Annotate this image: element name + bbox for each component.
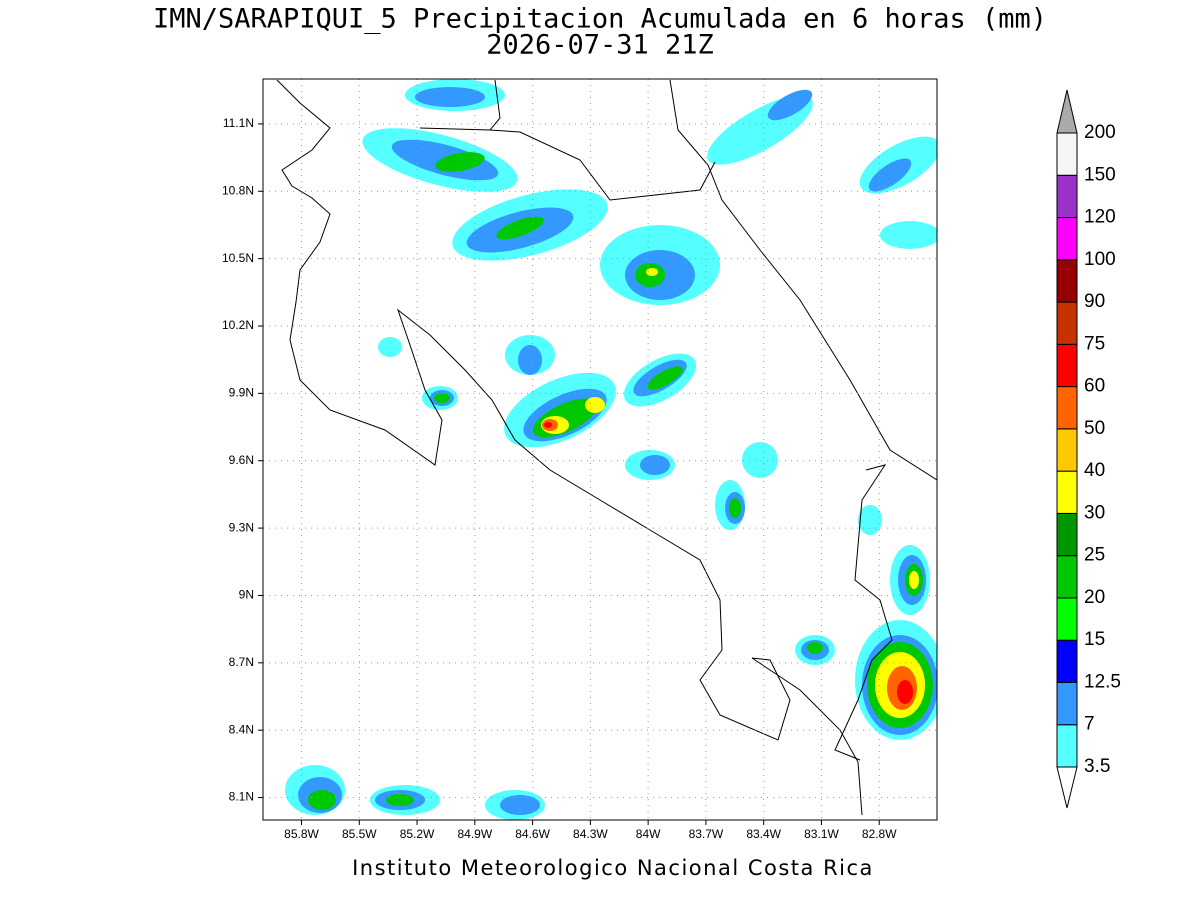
precipitation-field	[285, 79, 937, 820]
y-tick-label: 8.1N	[229, 790, 254, 804]
y-tick-label: 10.2N	[222, 318, 254, 332]
colorbar-label: 200	[1084, 122, 1116, 143]
colorbar-label: 90	[1084, 291, 1105, 312]
y-tick-label: 9.6N	[229, 453, 254, 467]
colorbar-segment	[1056, 174, 1078, 219]
x-tick-label: 85.2W	[400, 827, 435, 841]
x-tick-label: 84W	[636, 827, 661, 841]
colorbar-label: 60	[1084, 376, 1105, 397]
colorbar-segment	[1056, 555, 1078, 599]
colorbar-label: 12.5	[1084, 671, 1121, 692]
colorbar-over	[1056, 89, 1078, 134]
colorbar-label: 7	[1084, 714, 1095, 735]
colorbar-label: 100	[1084, 249, 1116, 270]
colorbar-segment	[1056, 301, 1078, 345]
footer: Instituto Meteorologico Nacional Costa R…	[352, 856, 874, 880]
x-tick-label: 84.9W	[457, 827, 492, 841]
colorbar-segment	[1056, 259, 1078, 303]
map-frame	[262, 78, 938, 821]
subtitle: 2026-07-31 21Z	[486, 30, 714, 61]
colorbar-label: 15	[1084, 629, 1105, 650]
x-tick-label: 84.3W	[573, 827, 608, 841]
colorbar-segment	[1056, 681, 1078, 726]
colorbar-segment	[1056, 470, 1078, 514]
colorbar-segment	[1056, 132, 1078, 176]
colorbar-label: 20	[1084, 587, 1105, 608]
colorbar-segment	[1056, 512, 1078, 557]
colorbar-segment	[1056, 724, 1078, 768]
colorbar-segment	[1056, 597, 1078, 641]
y-tick-label: 8.4N	[229, 722, 254, 736]
y-tick-label: 9.9N	[229, 386, 254, 400]
y-tick-label: 8.7N	[229, 655, 254, 669]
y-tick-label: 10.8N	[222, 183, 254, 197]
x-tick-label: 83.7W	[689, 827, 724, 841]
x-tick-label: 83.4W	[746, 827, 781, 841]
colorbar-label: 25	[1084, 545, 1105, 566]
colorbar-label: 3.5	[1084, 756, 1110, 777]
colorbar-segment	[1056, 639, 1078, 683]
colorbar-label: 40	[1084, 460, 1105, 481]
x-tick-label: 85.8W	[284, 827, 319, 841]
x-tick-label: 84.6W	[515, 827, 550, 841]
y-tick-label: 9.3N	[229, 520, 254, 534]
x-tick-label: 82.8W	[862, 827, 897, 841]
x-tick-label: 85.5W	[342, 827, 377, 841]
colorbar-label: 120	[1084, 207, 1116, 228]
colorbar-segment	[1056, 428, 1078, 472]
colorbar-under	[1056, 766, 1078, 809]
colorbar-segment	[1056, 386, 1078, 430]
title: IMN/SARAPIQUI_5 Precipitacion Acumulada …	[153, 4, 1047, 35]
colorbar-label: 50	[1084, 418, 1105, 439]
y-tick-label: 9N	[239, 588, 254, 602]
y-tick-label: 11.1N	[223, 116, 254, 130]
x-tick-label: 83.1W	[804, 827, 839, 841]
coastline	[276, 79, 937, 816]
colorbar-segment	[1056, 217, 1078, 261]
colorbar-segment	[1056, 343, 1078, 388]
colorbar-label: 30	[1084, 502, 1105, 523]
colorbar: 3.5 7 12.5 15 20 25 30 40 50 60 75 90 100 120 150 200	[1056, 89, 1121, 809]
colorbar-label: 75	[1084, 333, 1105, 354]
y-tick-label: 10.5N	[222, 251, 254, 265]
colorbar-label: 150	[1084, 164, 1116, 185]
